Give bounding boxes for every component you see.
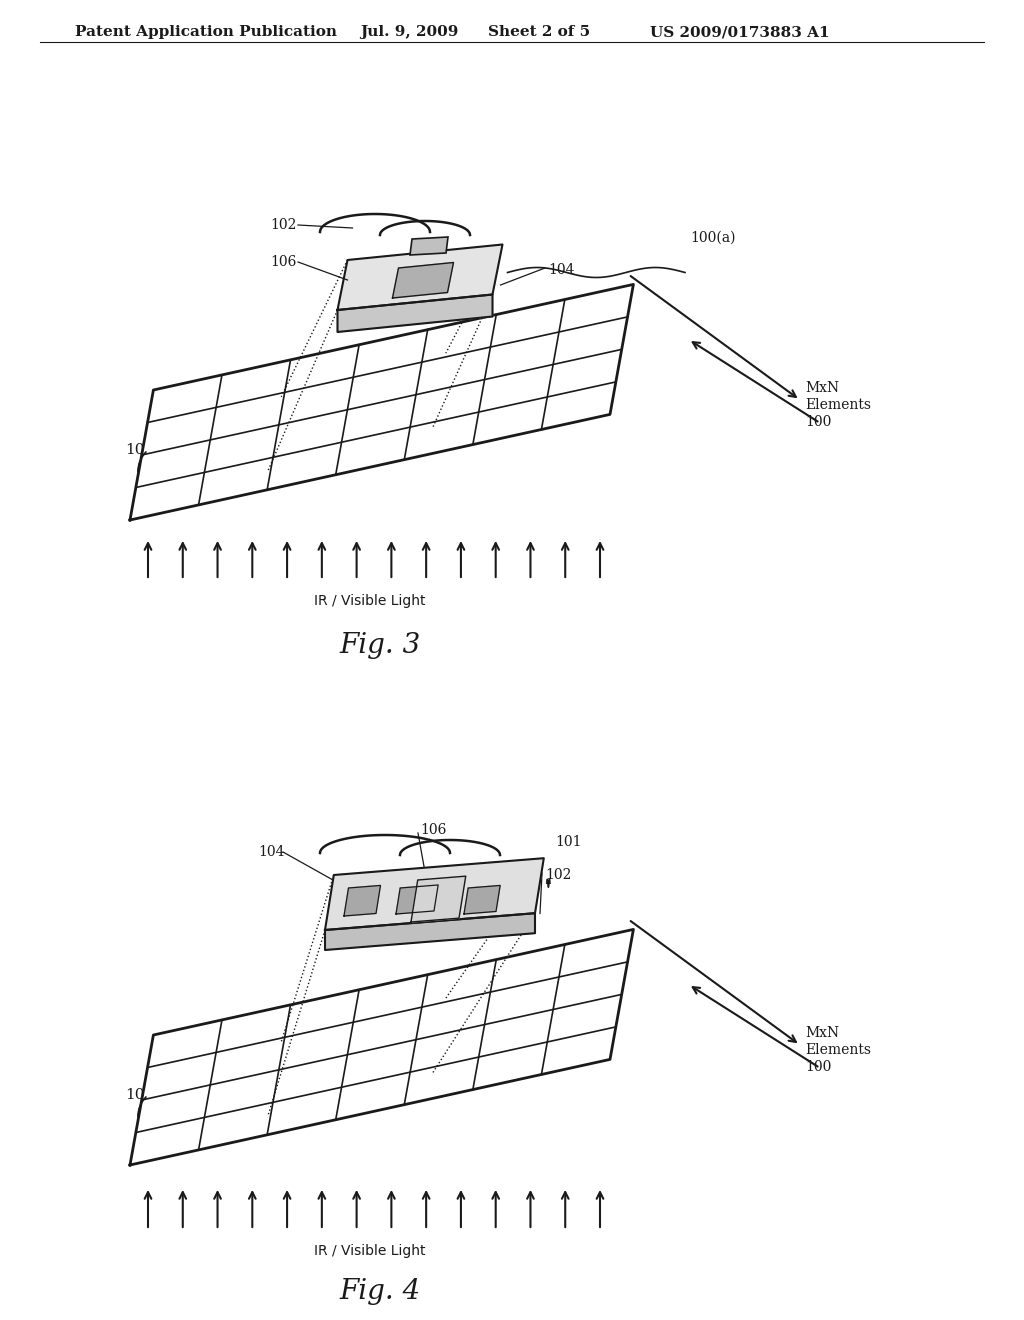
Text: 104: 104 (548, 263, 574, 277)
Text: Fig. 3: Fig. 3 (339, 632, 421, 659)
Text: Fig. 4: Fig. 4 (339, 1278, 421, 1305)
Polygon shape (464, 886, 500, 913)
Text: 100(a): 100(a) (690, 231, 735, 246)
Text: 101: 101 (555, 836, 582, 849)
Polygon shape (325, 858, 544, 931)
Text: 10: 10 (126, 1088, 145, 1102)
Polygon shape (392, 263, 454, 298)
Text: Jul. 9, 2009: Jul. 9, 2009 (360, 25, 459, 40)
Text: 102: 102 (545, 869, 571, 882)
Text: 106: 106 (420, 822, 446, 837)
Text: 102: 102 (270, 218, 296, 232)
Text: US 2009/0173883 A1: US 2009/0173883 A1 (650, 25, 829, 40)
Text: IR / Visible Light: IR / Visible Light (314, 594, 426, 609)
Text: MxN
Elements
100: MxN Elements 100 (805, 1026, 871, 1074)
Text: IR / Visible Light: IR / Visible Light (314, 1243, 426, 1258)
Text: MxN
Elements
100: MxN Elements 100 (805, 380, 871, 429)
Text: Patent Application Publication: Patent Application Publication (75, 25, 337, 40)
Polygon shape (338, 244, 503, 310)
Polygon shape (338, 294, 493, 333)
Polygon shape (411, 876, 466, 921)
Text: Sheet 2 of 5: Sheet 2 of 5 (488, 25, 590, 40)
Polygon shape (325, 913, 535, 950)
Polygon shape (396, 884, 438, 913)
Text: 106: 106 (270, 255, 296, 269)
Text: 10: 10 (126, 444, 145, 457)
Polygon shape (344, 886, 381, 916)
Text: 104: 104 (258, 845, 285, 859)
Polygon shape (410, 238, 449, 255)
